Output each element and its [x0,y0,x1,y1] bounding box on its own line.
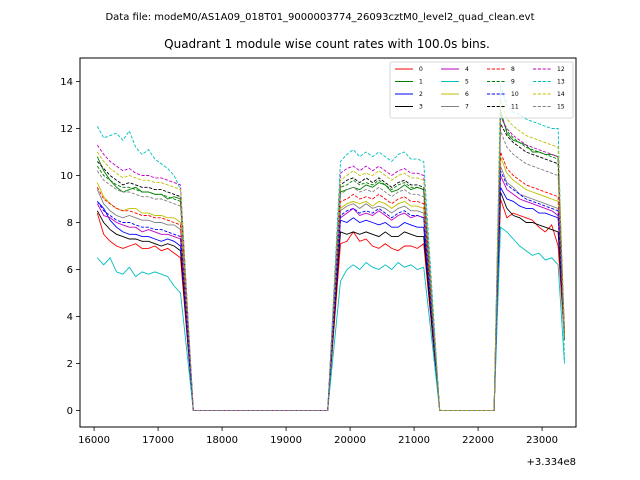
series-line-6 [96,156,565,411]
y-tick-label: 14 [60,77,73,88]
x-tick-label: 22000 [462,435,494,446]
legend-label-12: 12 [557,66,565,73]
chart-title: Quadrant 1 module wise count rates with … [164,37,490,51]
series-line-10 [96,170,565,411]
file-label: Data file: modeM0/AS1A09_018T01_90000037… [105,12,534,23]
series-line-12 [96,115,565,411]
legend-label-1: 1 [419,79,423,86]
legend-label-9: 9 [511,79,515,86]
series-line-5 [96,226,565,411]
y-tick-label: 4 [67,312,73,323]
series-line-4 [96,175,565,411]
series-line-8 [96,151,565,411]
x-tick-label: 20000 [334,435,366,446]
y-tick-label: 8 [67,218,73,229]
series-line-11 [96,122,565,411]
legend-box [389,61,574,119]
legend-label-6: 6 [465,91,469,98]
x-offset-label: +3.334e8 [526,457,576,468]
x-tick-label: 17000 [142,435,174,446]
legend-label-5: 5 [465,79,469,86]
x-tick-label: 19000 [270,435,302,446]
legend-label-3: 3 [419,104,423,111]
legend-label-13: 13 [557,79,565,86]
legend-label-7: 7 [465,104,469,111]
y-tick-label: 0 [67,406,73,417]
legend-label-0: 0 [419,66,423,73]
series-line-7 [96,165,565,411]
legend-label-14: 14 [557,91,565,98]
series-line-13 [96,86,565,411]
legend-label-4: 4 [465,66,469,73]
x-tick-label: 16000 [78,435,110,446]
legend-label-11: 11 [511,104,519,111]
y-tick-label: 2 [67,359,73,370]
x-axis: 16000 17000 18000 19000 20000 21000 22000 23000 [78,427,558,446]
series-line-3 [96,191,565,411]
x-tick-label: 21000 [398,435,430,446]
series-line-15 [96,130,565,411]
y-tick-label: 10 [60,171,73,182]
series-line-14 [96,100,565,411]
x-tick-label: 23000 [526,435,558,446]
legend-label-8: 8 [511,66,515,73]
plot-lines [96,86,565,411]
y-axis: 0 2 4 6 8 10 12 14 [60,77,80,417]
axes-frame [79,57,577,428]
x-tick-label: 18000 [206,435,238,446]
legend-label-2: 2 [419,91,423,98]
y-tick-label: 12 [60,124,73,135]
y-tick-label: 6 [67,265,73,276]
series-line-2 [96,185,565,411]
series-line-9 [96,114,565,411]
legend-label-10: 10 [511,91,519,98]
series-line-0 [96,198,565,411]
legend-label-15: 15 [557,104,565,111]
